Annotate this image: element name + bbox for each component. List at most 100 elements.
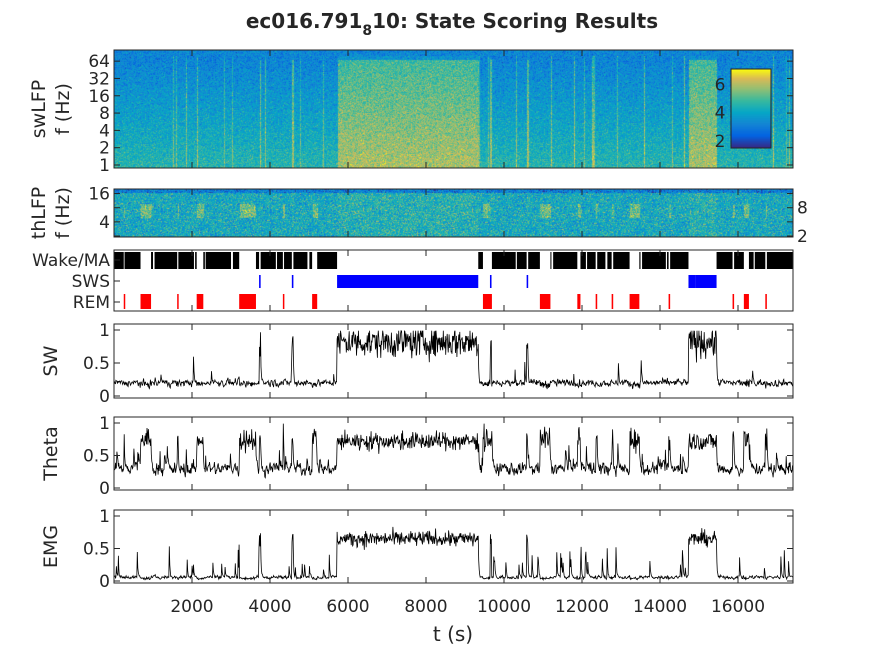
wake-episode bbox=[754, 252, 766, 269]
Theta-ytick-label: 1 bbox=[99, 414, 110, 434]
state-label: SWS bbox=[72, 272, 110, 292]
thlfp-spectrogram bbox=[114, 189, 793, 237]
swLFP-ytick-label: 32 bbox=[88, 69, 110, 89]
wake-episode bbox=[766, 252, 793, 269]
theta-series-line bbox=[113, 423, 793, 479]
x-axis-label: t (s) bbox=[433, 622, 473, 646]
wake-episode bbox=[491, 252, 516, 269]
wake-episode bbox=[607, 252, 612, 269]
swLFP-axes-box bbox=[113, 49, 794, 169]
wake-episode bbox=[255, 252, 260, 269]
thLFP-ytick-label: 8 bbox=[797, 199, 808, 219]
EMG-ytick-label: 0 bbox=[99, 572, 110, 592]
wake-episode bbox=[284, 252, 292, 269]
wake-episode bbox=[178, 252, 194, 269]
x-tick-label: 8000 bbox=[404, 597, 447, 617]
rem-episode bbox=[743, 294, 749, 309]
swLFP-ytick-label: 16 bbox=[88, 87, 110, 107]
rem-episode bbox=[595, 294, 598, 309]
sws-episode bbox=[337, 275, 479, 288]
wake-episode bbox=[195, 252, 197, 269]
wake-episode bbox=[642, 252, 666, 269]
sws-episode bbox=[695, 275, 717, 288]
title-subscript: 8 bbox=[362, 23, 372, 39]
title-rest: 10: State Scoring Results bbox=[372, 9, 658, 33]
rem-episode bbox=[539, 294, 551, 309]
swLFP-ytick-label: 64 bbox=[88, 52, 110, 72]
wake-episode bbox=[293, 252, 308, 269]
rem-episode bbox=[123, 294, 126, 309]
rem-episode bbox=[239, 294, 256, 309]
emg-series-line bbox=[113, 526, 794, 582]
wake-episode bbox=[205, 252, 232, 269]
wake-episode bbox=[670, 252, 689, 269]
title-main: ec016.791 bbox=[246, 9, 363, 33]
EMG-ytick-label: 1 bbox=[99, 507, 110, 527]
sws-episode bbox=[291, 275, 294, 288]
wake-episode bbox=[587, 252, 596, 269]
wake-episode bbox=[748, 252, 754, 269]
state-label: REM bbox=[73, 293, 110, 313]
wake-episode bbox=[667, 252, 669, 269]
swlfp-spectrogram bbox=[114, 50, 793, 168]
wake-episode bbox=[277, 252, 283, 269]
wake-episode bbox=[528, 252, 540, 269]
colorbar-box bbox=[730, 68, 772, 149]
sws-episode bbox=[489, 275, 492, 288]
x-tick-label: 4000 bbox=[248, 597, 291, 617]
swLFP-ylabel: swLFP bbox=[28, 80, 50, 138]
wake-episode bbox=[232, 252, 240, 269]
sws-episode bbox=[700, 275, 703, 288]
wake-episode bbox=[124, 252, 141, 269]
wake-episode bbox=[580, 252, 586, 269]
swLFP-ytick-label: 1 bbox=[99, 156, 110, 176]
thLFP-ytick-label: 2 bbox=[797, 227, 808, 247]
colorbar-tick-label: 6 bbox=[715, 76, 726, 96]
rem-episode bbox=[282, 294, 285, 309]
rem-episode bbox=[732, 294, 735, 309]
wake-episode bbox=[317, 252, 338, 269]
swLFP-ytick-label: 2 bbox=[99, 139, 110, 159]
wake-episode bbox=[516, 252, 527, 269]
SW-ytick-label: 0.5 bbox=[83, 354, 110, 374]
rem-episode bbox=[629, 294, 640, 309]
SW-ytick-label: 0 bbox=[99, 387, 110, 407]
thLFP-ytick-label: 16 bbox=[88, 185, 110, 205]
thLFP-axes-box bbox=[113, 188, 794, 238]
figure-title: ec016.791810: State Scoring Results bbox=[246, 9, 658, 39]
thLFP-ylabel: thLFP bbox=[28, 187, 50, 239]
wake-episode bbox=[154, 252, 178, 269]
rem-episode bbox=[196, 294, 204, 309]
rem-episode bbox=[577, 294, 581, 309]
wake-episode bbox=[639, 252, 641, 269]
colorbar bbox=[731, 69, 771, 148]
rem-episode bbox=[765, 294, 767, 309]
swLFP-ytick-label: 4 bbox=[99, 121, 110, 141]
wake-episode bbox=[309, 252, 313, 269]
thLFP-ylabel: f (Hz) bbox=[52, 187, 74, 239]
wake-episode bbox=[597, 252, 606, 269]
EMG-ytick-label: 0.5 bbox=[83, 540, 110, 560]
colorbar-tick-label: 2 bbox=[715, 132, 726, 152]
Theta-ytick-label: 0 bbox=[99, 479, 110, 499]
wake-episode bbox=[734, 252, 744, 269]
SW-ytick-label: 1 bbox=[99, 321, 110, 341]
wake-episode bbox=[478, 252, 483, 269]
rem-episode bbox=[482, 294, 492, 309]
state-label: Wake/MA bbox=[32, 251, 110, 271]
wake-episode bbox=[550, 252, 552, 269]
wake-episode bbox=[151, 252, 154, 269]
SW-axes-box bbox=[113, 323, 794, 399]
wake-episode bbox=[203, 252, 205, 269]
state-bars bbox=[114, 252, 793, 309]
rem-episode bbox=[312, 294, 318, 309]
x-tick-label: 12000 bbox=[555, 597, 609, 617]
wake-episode bbox=[553, 252, 578, 269]
rem-episode bbox=[177, 294, 179, 309]
swLFP-ylabel: f (Hz) bbox=[52, 83, 74, 135]
wake-episode bbox=[260, 252, 276, 269]
sw-series-line bbox=[113, 329, 794, 390]
